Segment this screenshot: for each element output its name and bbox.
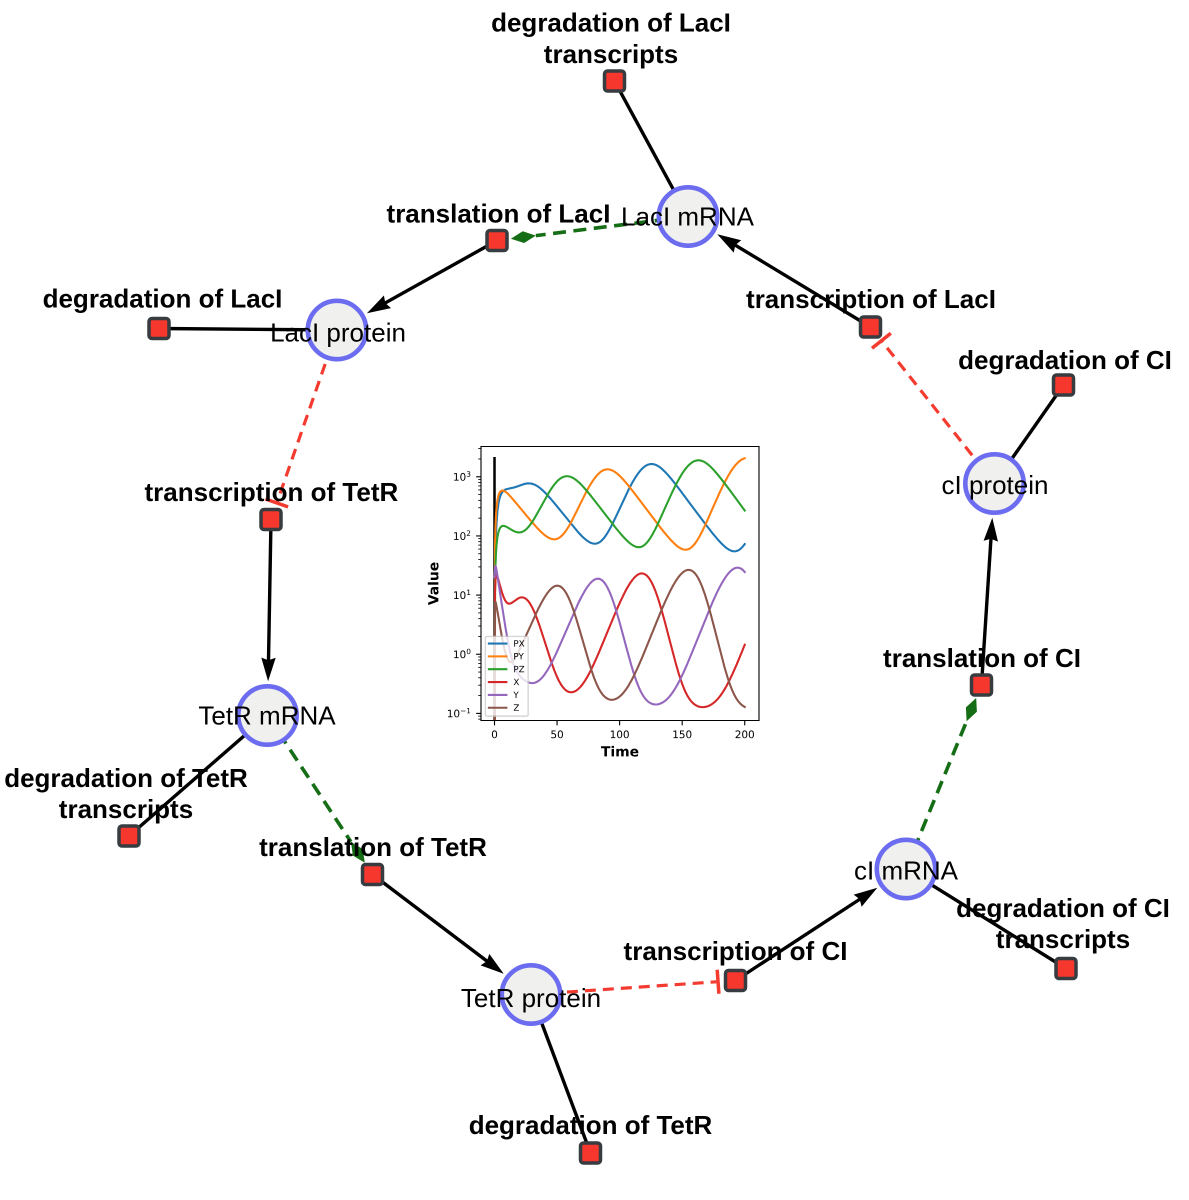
svg-text:degradation of CI: degradation of CI [956,893,1170,923]
svg-text:transcription of CI: transcription of CI [624,936,848,966]
svg-text:translation of CI: translation of CI [883,643,1081,673]
svg-text:transcripts: transcripts [59,794,193,824]
svg-text:degradation of LacI: degradation of LacI [491,8,731,38]
svg-text:degradation of CI: degradation of CI [958,345,1172,375]
svg-text:transcripts: transcripts [544,39,678,69]
svg-text:TetR protein: TetR protein [461,983,601,1013]
svg-text:LacI mRNA: LacI mRNA [621,202,755,232]
svg-text:cI mRNA: cI mRNA [854,855,959,885]
svg-text:cI protein: cI protein [942,470,1049,500]
svg-text:degradation of TetR: degradation of TetR [469,1110,713,1140]
svg-text:transcription of LacI: transcription of LacI [746,284,996,314]
svg-text:TetR mRNA: TetR mRNA [198,701,336,731]
svg-text:translation of LacI: translation of LacI [387,199,611,229]
svg-text:degradation of TetR: degradation of TetR [4,763,248,793]
svg-text:translation of TetR: translation of TetR [259,832,487,862]
svg-text:LacI protein: LacI protein [270,317,406,347]
svg-text:transcription of TetR: transcription of TetR [145,477,399,507]
svg-text:degradation of LacI: degradation of LacI [43,284,283,314]
svg-text:transcripts: transcripts [996,924,1130,954]
